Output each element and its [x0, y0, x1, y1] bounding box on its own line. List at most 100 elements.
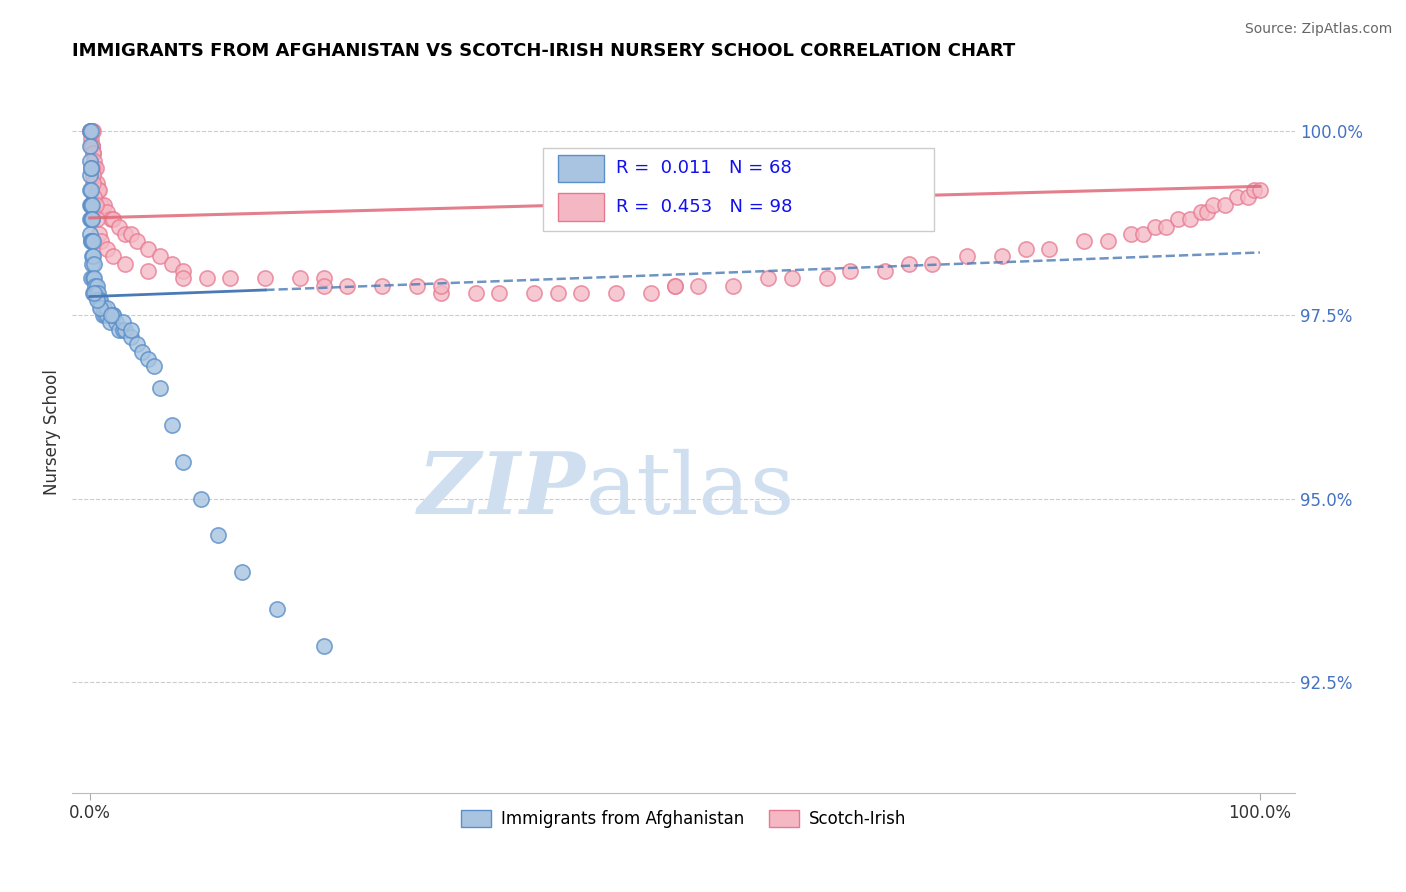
Point: [82, 169, 104, 183]
Point: [664, 278, 686, 293]
Point: [875, 264, 897, 278]
Point: [79, 169, 101, 183]
Point: [114, 256, 136, 270]
Point: [82, 139, 104, 153]
Point: [80, 197, 103, 211]
Point: [86, 278, 108, 293]
Point: [79, 183, 101, 197]
Point: [79, 124, 101, 138]
Point: [231, 565, 253, 579]
Point: [219, 271, 242, 285]
Text: ZIP: ZIP: [418, 449, 586, 532]
Point: [82, 161, 104, 175]
Point: [82, 146, 104, 161]
Point: [430, 285, 453, 300]
Point: [89, 301, 111, 315]
FancyBboxPatch shape: [558, 154, 605, 182]
Point: [80, 139, 103, 153]
Point: [111, 323, 134, 337]
Point: [82, 235, 104, 249]
Point: [103, 308, 125, 322]
Point: [114, 323, 136, 337]
Point: [96, 242, 118, 256]
Point: [125, 235, 148, 249]
Point: [90, 197, 112, 211]
Point: [1156, 219, 1178, 234]
Point: [82, 146, 104, 161]
Point: [80, 271, 103, 285]
Text: atlas: atlas: [586, 449, 794, 532]
Point: [149, 249, 172, 263]
Point: [80, 124, 103, 138]
Point: [82, 249, 104, 263]
Point: [1073, 235, 1095, 249]
Point: [83, 285, 105, 300]
Point: [1038, 242, 1060, 256]
Point: [80, 124, 103, 138]
Point: [1167, 212, 1189, 227]
Point: [79, 153, 101, 168]
Point: [120, 323, 142, 337]
Point: [131, 344, 153, 359]
Text: Source: ZipAtlas.com: Source: ZipAtlas.com: [1244, 22, 1392, 37]
Point: [89, 227, 111, 241]
Point: [108, 323, 131, 337]
Point: [160, 418, 183, 433]
Point: [79, 197, 101, 211]
Point: [312, 278, 335, 293]
Point: [86, 212, 108, 227]
Point: [96, 308, 118, 322]
Point: [430, 278, 453, 293]
Point: [100, 308, 122, 322]
Point: [80, 235, 103, 249]
Point: [1249, 183, 1271, 197]
Point: [79, 227, 101, 241]
Point: [523, 285, 546, 300]
Point: [839, 264, 862, 278]
Point: [84, 161, 107, 175]
Point: [80, 197, 103, 211]
Point: [103, 308, 125, 322]
Point: [82, 124, 104, 138]
Point: [136, 242, 159, 256]
Point: [93, 301, 115, 315]
Point: [82, 256, 104, 270]
Point: [84, 278, 107, 293]
Point: [290, 271, 312, 285]
Point: [79, 124, 101, 138]
Point: [207, 528, 229, 542]
Point: [80, 124, 103, 138]
Point: [80, 161, 103, 175]
Point: [80, 249, 103, 263]
Point: [1202, 197, 1225, 211]
Point: [956, 249, 979, 263]
Point: [1143, 219, 1166, 234]
Point: [172, 455, 194, 469]
Point: [136, 264, 159, 278]
Point: [82, 124, 104, 138]
Point: [723, 278, 745, 293]
Point: [921, 256, 943, 270]
Point: [80, 124, 103, 138]
Point: [90, 235, 112, 249]
Point: [80, 212, 103, 227]
Point: [80, 131, 103, 145]
Point: [758, 271, 780, 285]
Point: [80, 124, 103, 138]
Point: [1015, 242, 1038, 256]
Point: [83, 256, 105, 270]
Point: [312, 639, 335, 653]
Point: [1225, 190, 1247, 204]
Point: [79, 212, 101, 227]
Point: [83, 161, 105, 175]
Point: [406, 278, 429, 293]
Point: [190, 491, 212, 506]
Point: [312, 271, 335, 285]
Point: [143, 359, 166, 374]
Point: [120, 330, 142, 344]
Point: [80, 124, 103, 138]
Point: [991, 249, 1014, 263]
Point: [371, 278, 394, 293]
Point: [488, 285, 510, 300]
Point: [1132, 227, 1154, 241]
